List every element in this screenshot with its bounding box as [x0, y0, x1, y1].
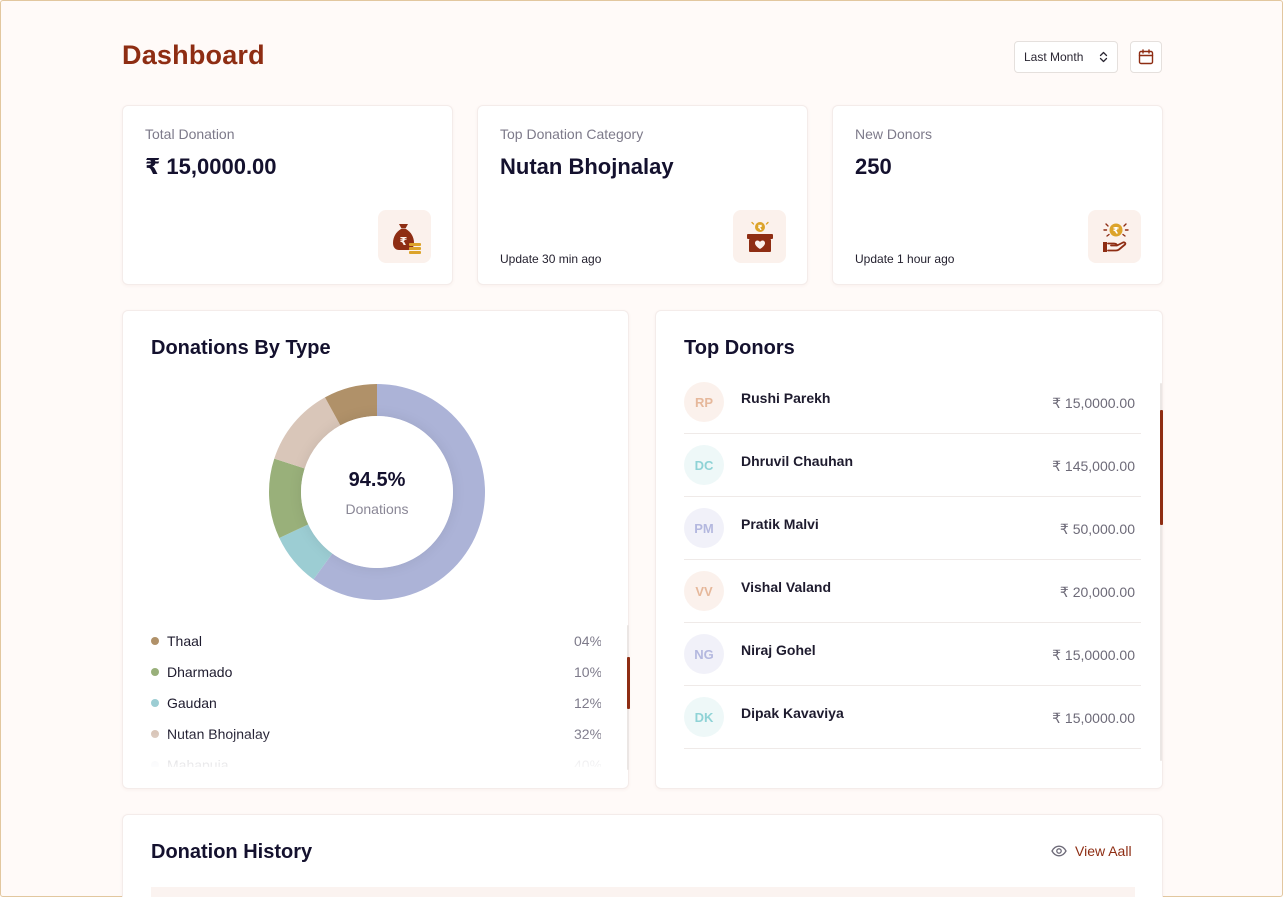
period-select[interactable]: Last Month	[1014, 41, 1118, 73]
donor-scrollbar[interactable]	[1160, 383, 1163, 761]
donor-amount: ₹ 50,000.00	[1059, 521, 1135, 537]
donation-history-card: Donation History View Aall	[122, 814, 1163, 897]
donor-row[interactable]: DK Dipak Kavaviya ₹ 15,0000.00	[684, 686, 1141, 749]
donut-center-value: 94.5%	[348, 469, 406, 491]
stat-label: New Donors	[855, 126, 933, 142]
stat-card-total-donation: Total Donation ₹ 15,0000.00 ₹	[122, 105, 453, 285]
avatar: VV	[684, 571, 724, 611]
donut-center-caption: Donations	[345, 501, 409, 517]
donut-chart	[269, 384, 485, 600]
coin-hand-icon: ₹	[1088, 210, 1141, 263]
legend-percent: 10%	[574, 663, 601, 680]
donut-hole	[301, 416, 453, 568]
legend-scrollbar[interactable]	[627, 625, 630, 770]
legend-percent: 12%	[574, 694, 601, 711]
legend-dot	[151, 698, 159, 707]
donut-center: 94.5% Donations	[268, 469, 486, 517]
donor-row[interactable]: NG Niraj Gohel ₹ 15,0000.00	[684, 623, 1141, 686]
stat-card-new-donors: New Donors 250 Update 1 hour ago ₹	[832, 105, 1163, 285]
period-select-value: Last Month	[1024, 50, 1084, 64]
section-title: Donations By Type	[151, 337, 331, 359]
donor-name: Dhruvil Chauhan	[741, 453, 854, 469]
donations-by-type-card: Donations By Type 94.5% Donations Thaal 0…	[122, 310, 630, 789]
legend-fade	[151, 733, 601, 767]
stat-label: Top Donation Category	[500, 126, 644, 142]
donor-row[interactable]: RP Rushi Parekh ₹ 15,0000.00	[684, 371, 1141, 434]
donut-slice-dharmado[interactable]	[269, 458, 309, 538]
donor-row[interactable]: VV Vishal Valand ₹ 20,000.00	[684, 560, 1141, 623]
stat-value: ₹ 15,0000.00	[145, 154, 277, 179]
donor-amount: ₹ 15,0000.00	[1052, 395, 1135, 411]
legend-percent: 04%	[574, 632, 601, 649]
donor-name: Niraj Gohel	[741, 642, 816, 658]
donor-scrollbar-thumb[interactable]	[1160, 410, 1163, 525]
history-table-header	[151, 887, 1135, 897]
donor-amount: ₹ 145,000.00	[1052, 458, 1135, 474]
avatar: DC	[684, 445, 724, 485]
legend-scrollbar-thumb[interactable]	[627, 657, 630, 709]
svg-text:₹: ₹	[757, 224, 762, 232]
legend-label: Gaudan	[167, 694, 217, 711]
legend-label: Thaal	[167, 632, 203, 649]
avatar: DK	[684, 697, 724, 737]
stat-value: 250	[855, 154, 892, 179]
donor-amount: ₹ 20,000.00	[1059, 584, 1135, 600]
legend-item: Gaudan 12%	[151, 687, 601, 718]
donor-amount: ₹ 15,0000.00	[1052, 647, 1135, 663]
view-all-label: View Aall	[1075, 843, 1132, 859]
avatar: RP	[684, 382, 724, 422]
stat-update: Update 1 hour ago	[855, 252, 955, 266]
donor-name: Pratik Malvi	[741, 516, 819, 532]
donor-row[interactable]: PM Pratik Malvi ₹ 50,000.00	[684, 497, 1141, 560]
legend-dot	[151, 636, 159, 645]
donor-row[interactable]: DC Dhruvil Chauhan ₹ 145,000.00	[684, 434, 1141, 497]
donation-box-icon: ₹	[733, 210, 786, 263]
donut-slice-nutan-bhojnalay[interactable]	[274, 397, 341, 469]
donor-name: Vishal Valand	[741, 579, 832, 595]
stat-label: Total Donation	[145, 126, 235, 142]
donut-slice-gaudan[interactable]	[279, 524, 333, 580]
legend-dot	[151, 667, 159, 676]
legend-item: Thaal 04%	[151, 625, 601, 656]
legend-item: Dharmado 10%	[151, 656, 601, 687]
donor-amount: ₹ 15,0000.00	[1052, 710, 1135, 726]
calendar-button[interactable]	[1130, 41, 1162, 73]
calendar-icon	[1138, 49, 1154, 65]
donor-name: Rushi Parekh	[741, 390, 831, 406]
top-donors-card: Top Donors RP Rushi Parekh ₹ 15,0000.00 DC D…	[655, 310, 1163, 789]
donut-slice-thaal[interactable]	[324, 384, 377, 426]
stat-card-top-category: Top Donation Category Nutan Bhojnalay Up…	[477, 105, 808, 285]
chevron-up-down-icon	[1099, 51, 1108, 63]
donor-name: Dipak Kavaviya	[741, 705, 844, 721]
avatar: PM	[684, 508, 724, 548]
money-bag-icon: ₹	[378, 210, 431, 263]
section-title: Top Donors	[684, 337, 795, 359]
legend-label: Dharmado	[167, 663, 233, 680]
eye-icon	[1051, 843, 1075, 859]
view-all-link[interactable]: View Aall	[1051, 843, 1132, 859]
donut-slice-mahapuja[interactable]	[313, 384, 485, 600]
stat-value: Nutan Bhojnalay	[500, 154, 674, 179]
stat-update: Update 30 min ago	[500, 252, 602, 266]
svg-text:₹: ₹	[399, 235, 407, 248]
page-title: Dashboard	[122, 40, 265, 70]
avatar: NG	[684, 634, 724, 674]
svg-text:₹: ₹	[1112, 226, 1118, 236]
section-title: Donation History	[151, 841, 313, 863]
donor-list[interactable]: RP Rushi Parekh ₹ 15,0000.00 DC Dhruvil Chau…	[684, 371, 1141, 749]
